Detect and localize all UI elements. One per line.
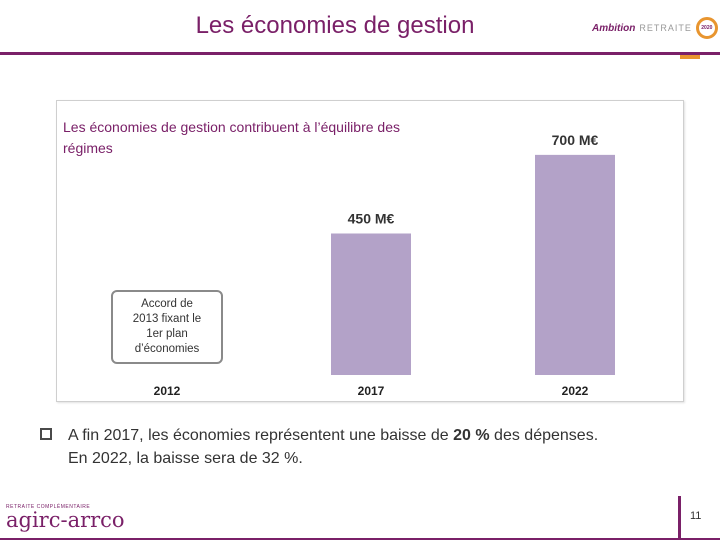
brand-ambition: Ambition <box>592 22 636 34</box>
bullet-highlight: 20 % <box>453 427 490 444</box>
annotation-box <box>111 290 223 364</box>
title-accent <box>680 55 700 59</box>
bullet-point: A fin 2017, les économies représentent u… <box>40 424 690 470</box>
bar-2022 <box>535 154 615 375</box>
annotation-line-4: d’économies <box>135 343 200 355</box>
data-label-2022: 700 M€ <box>552 132 599 148</box>
footer-divider <box>678 496 681 538</box>
brand-retraite: RETRAITE <box>639 23 692 33</box>
chart-title-line-2: régimes <box>63 140 113 156</box>
bullet-prefix: A fin 2017, les économies représentent u… <box>68 427 454 444</box>
footer-line <box>0 538 720 540</box>
bar-2017 <box>331 233 411 375</box>
page-number: 11 <box>690 510 702 522</box>
tick-label-2022: 2022 <box>562 384 589 398</box>
annotation-line-3: 1er plan <box>146 328 188 340</box>
slide-title: Les économies de gestion <box>195 12 475 39</box>
chart-title-line-1: Les économies de gestion contribuent à l… <box>63 119 400 135</box>
tick-label-2017: 2017 <box>358 384 385 398</box>
checkbox-bullet-icon <box>40 428 52 440</box>
agirc-arrco-logo: RETRAITE COMPLÉMENTAIRE agirc-arrco <box>6 504 125 532</box>
bullet-text-line-2: En 2022, la baisse sera de 32 %. <box>68 450 303 467</box>
brand-badge-icon: 2020 <box>695 17 718 39</box>
annotation-line-1: Accord de <box>141 298 193 310</box>
bar-chart: Les économies de gestion contribuent à l… <box>63 119 615 398</box>
data-label-2017: 450 M€ <box>348 210 395 226</box>
bullet-text-line-1: A fin 2017, les économies représentent u… <box>40 424 690 447</box>
brand-logo: Ambition RETRAITE 2020 <box>592 16 718 40</box>
bullet-suffix: des dépenses. <box>489 427 599 444</box>
logo-tagline: RETRAITE COMPLÉMENTAIRE <box>6 504 91 510</box>
logo-wordmark: agirc-arrco <box>6 508 125 532</box>
title-divider <box>0 52 720 55</box>
annotation-line-2: 2013 fixant le <box>133 313 201 325</box>
chart-frame: Les économies de gestion contribuent à l… <box>56 100 684 402</box>
tick-label-2012: 2012 <box>154 384 181 398</box>
